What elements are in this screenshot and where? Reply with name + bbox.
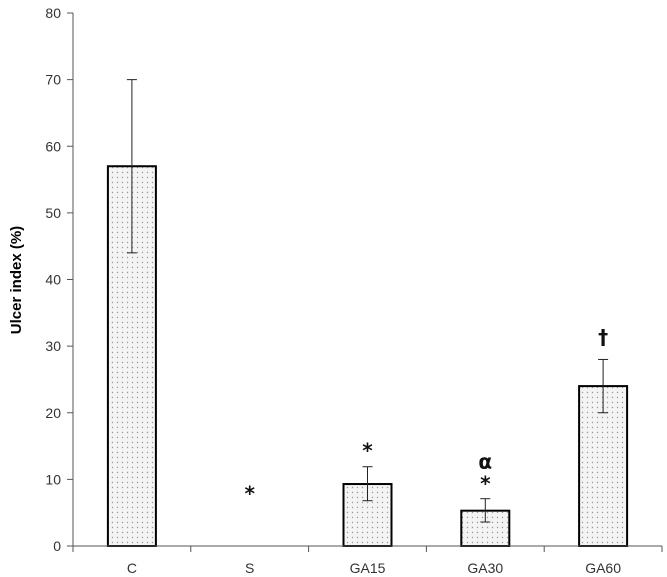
y-tick-label: 30 bbox=[45, 338, 61, 354]
y-axis-title: Ulcer index (%) bbox=[8, 226, 25, 334]
x-tick-label: C bbox=[127, 560, 137, 576]
y-tick-label: 0 bbox=[53, 538, 61, 554]
y-tick-label: 70 bbox=[45, 72, 61, 88]
x-tick-label: S bbox=[245, 560, 254, 576]
x-tick-label: GA60 bbox=[585, 560, 621, 576]
x-tick-label: GA30 bbox=[467, 560, 503, 576]
y-tick-label: 10 bbox=[45, 471, 61, 487]
annotation-marker: * bbox=[480, 472, 491, 496]
x-axis: C S GA15 GA30 GA60 bbox=[72, 545, 663, 576]
annotation-marker: α bbox=[478, 450, 492, 474]
y-axis: 0 10 20 30 40 50 60 70 80 bbox=[45, 5, 74, 554]
y-tick-label: 60 bbox=[45, 138, 61, 154]
y-tick-label: 50 bbox=[45, 205, 61, 221]
error-bars bbox=[126, 79, 609, 523]
annotation-marker: † bbox=[598, 325, 608, 349]
x-tick-label: GA15 bbox=[350, 560, 386, 576]
y-tick-label: 40 bbox=[45, 272, 61, 288]
y-tick-label: 80 bbox=[45, 5, 61, 21]
annotation-marker: * bbox=[362, 438, 373, 462]
significance-markers: ***α† bbox=[244, 325, 608, 506]
y-tick-label: 20 bbox=[45, 405, 61, 421]
annotation-marker: * bbox=[244, 482, 255, 506]
